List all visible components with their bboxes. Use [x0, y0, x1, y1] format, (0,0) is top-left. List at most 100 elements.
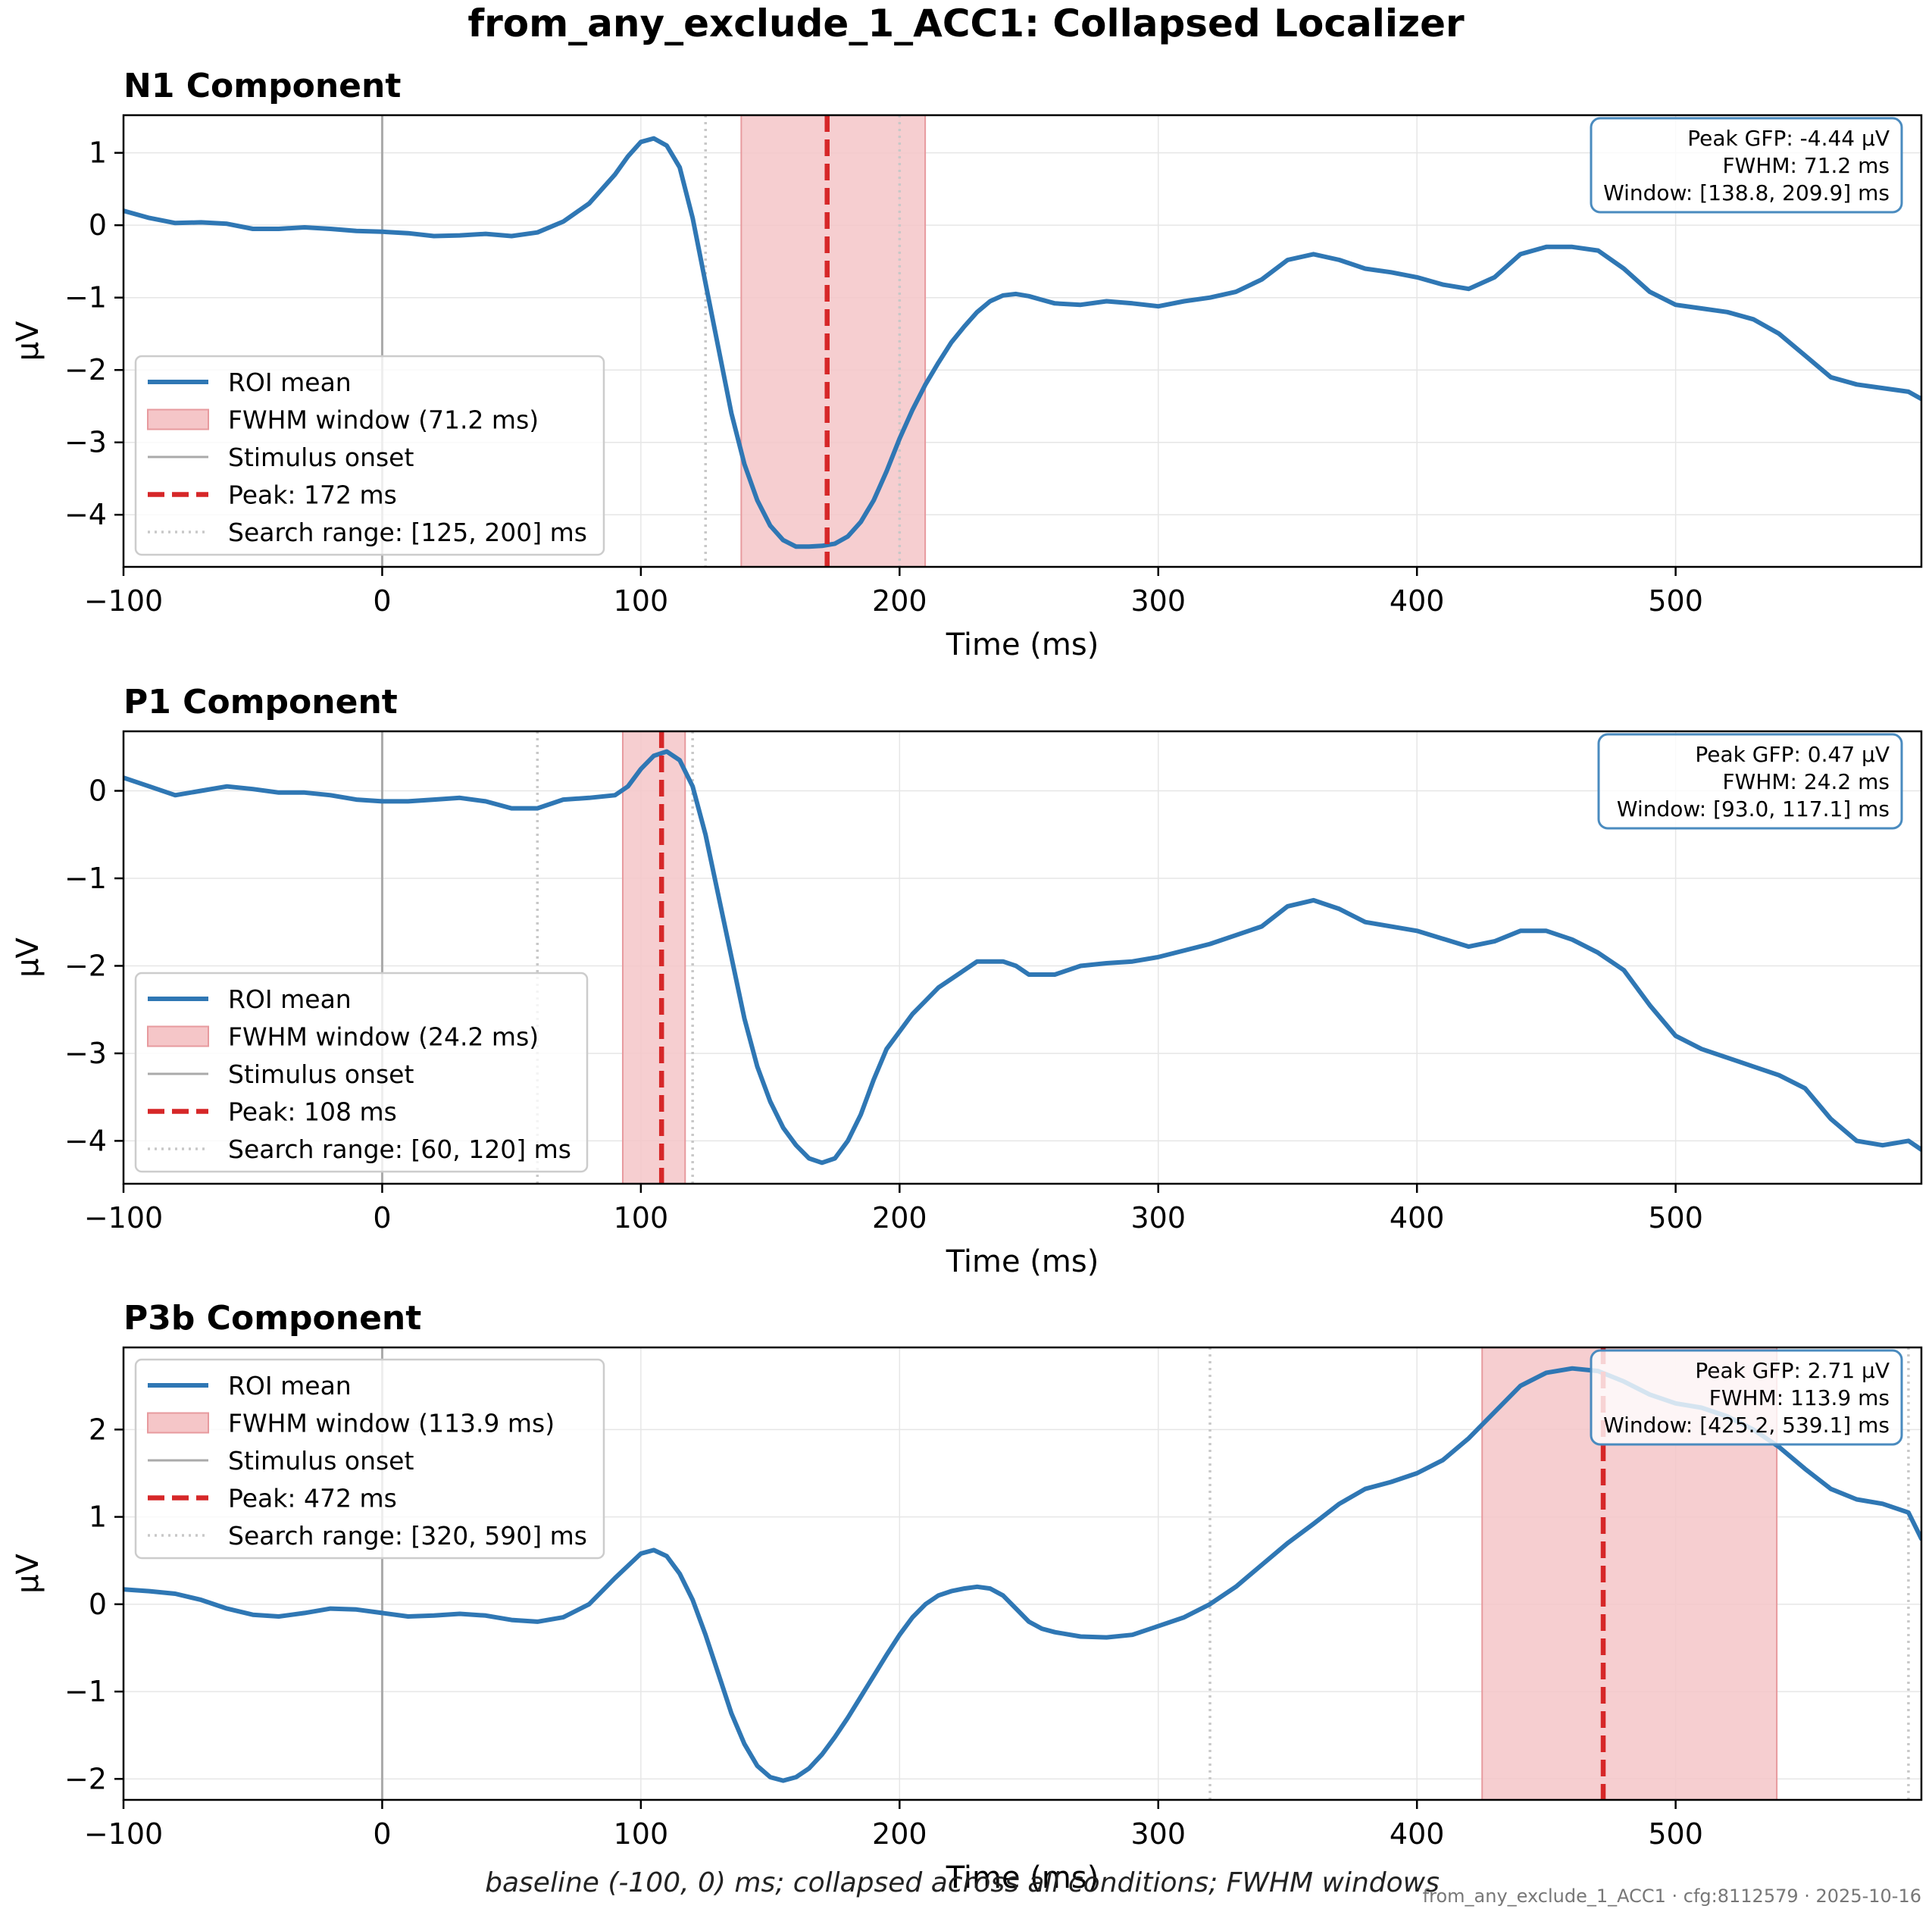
info-box-line: Window: [425.2, 539.1] ms: [1603, 1413, 1890, 1438]
y-axis-label: µV: [11, 1553, 45, 1593]
legend-frame: [134, 972, 589, 1173]
x-tick-label: 100: [614, 1201, 669, 1235]
legend-label: Stimulus onset: [228, 443, 414, 472]
y-axis-label: µV: [11, 321, 45, 361]
legend-label: ROI mean: [228, 368, 352, 397]
legend-label: Search range: [125, 200] ms: [228, 518, 587, 547]
panel-title: P1 Component: [123, 683, 398, 721]
y-tick-label: −1: [64, 1675, 107, 1708]
x-tick-label: 300: [1130, 1817, 1186, 1851]
legend: ROI mean FWHM window (113.9 ms) Stimulus o…: [134, 1358, 605, 1560]
footer-caption: baseline (-100, 0) ms; collapsed across …: [485, 1867, 1440, 1898]
x-tick-label: −100: [84, 584, 163, 618]
panel-3: −100 0 100 200 300 400 500 −2 −1 0 1 2 Time (ms) µV P3…: [11, 1299, 1923, 1895]
y-tick-label: −3: [64, 426, 107, 459]
legend-frame: [134, 355, 605, 556]
x-tick-label: 500: [1648, 1817, 1703, 1851]
x-axis-label: Time (ms): [946, 627, 1099, 662]
info-box-frame: [1590, 1349, 1903, 1446]
x-tick-label: 0: [373, 1201, 391, 1235]
legend-handle-fwhm: [147, 1412, 209, 1434]
y-tick-label: −1: [64, 862, 107, 895]
x-tick-label: 400: [1390, 1201, 1445, 1235]
legend-label: Peak: 108 ms: [228, 1097, 397, 1127]
x-tick-label: 500: [1648, 1201, 1703, 1235]
panel-title: N1 Component: [123, 67, 401, 105]
y-tick-label: −2: [64, 353, 107, 386]
legend: ROI mean FWHM window (71.2 ms) Stimulus on…: [134, 355, 605, 556]
x-tick-label: 100: [614, 584, 669, 618]
x-axis-label: Time (ms): [946, 1244, 1099, 1279]
y-tick-label: −1: [64, 281, 107, 315]
x-tick-label: 200: [872, 1201, 927, 1235]
x-tick-label: 400: [1390, 584, 1445, 618]
x-axis-label: Time (ms): [946, 1860, 1099, 1895]
y-tick-label: 1: [89, 136, 107, 170]
info-box-line: Peak GFP: -4.44 µV: [1687, 126, 1890, 151]
legend-label: FWHM window (113.9 ms): [228, 1409, 555, 1438]
y-tick-label: 1: [89, 1501, 107, 1534]
info-box-line: Peak GFP: 2.71 µV: [1695, 1358, 1890, 1383]
legend-label: ROI mean: [228, 984, 352, 1014]
x-tick-label: 400: [1390, 1817, 1445, 1851]
legend-label: Search range: [320, 590] ms: [228, 1521, 587, 1551]
axes-frame: [122, 114, 1923, 568]
x-tick-label: 300: [1130, 1201, 1186, 1235]
y-tick-label: −2: [64, 1762, 107, 1795]
legend-label: Stimulus onset: [228, 1446, 414, 1476]
fwhm-window: [621, 731, 686, 1184]
x-tick-label: −100: [84, 1817, 163, 1851]
y-tick-label: 0: [89, 1588, 107, 1621]
legend-label: ROI mean: [228, 1371, 352, 1400]
info-box-line: FWHM: 113.9 ms: [1709, 1385, 1890, 1410]
y-tick-label: −3: [64, 1037, 107, 1070]
x-tick-label: 300: [1130, 584, 1186, 618]
y-tick-label: 0: [89, 775, 107, 808]
y-tick-label: 2: [89, 1413, 107, 1446]
legend-label: FWHM window (71.2 ms): [228, 405, 539, 435]
footer-stamp: from_any_exclude_1_ACC1 · cfg:8112579 · …: [1423, 1886, 1921, 1907]
legend-label: FWHM window (24.2 ms): [228, 1022, 539, 1052]
roi-mean-line: [123, 1366, 1921, 1783]
info-box-line: FWHM: 24.2 ms: [1723, 769, 1890, 794]
legend-label: Peak: 472 ms: [228, 1484, 397, 1513]
x-tick-label: 0: [373, 584, 391, 618]
y-tick-label: −4: [64, 1124, 107, 1157]
info-box-line: Window: [93.0, 117.1] ms: [1617, 796, 1890, 821]
x-tick-label: 500: [1648, 584, 1703, 618]
x-tick-label: 100: [614, 1817, 669, 1851]
x-tick-label: 200: [872, 1817, 927, 1851]
info-box-frame: [1597, 733, 1903, 830]
info-box-line: FWHM: 71.2 ms: [1723, 153, 1890, 178]
info-box-line: Peak GFP: 0.47 µV: [1695, 742, 1890, 767]
plot-area: [123, 115, 1921, 567]
legend-label: Peak: 172 ms: [228, 480, 397, 510]
y-tick-label: −4: [64, 498, 107, 531]
legend-handle-fwhm: [147, 1025, 209, 1047]
legend-label: Stimulus onset: [228, 1059, 414, 1089]
fwhm-window: [740, 115, 927, 567]
panel-1: −100 0 100 200 300 400 500 −4 −3 −2 −1 0 1 Time (ms) µ…: [11, 67, 1923, 662]
legend: ROI mean FWHM window (24.2 ms) Stimulus on…: [134, 972, 589, 1173]
legend-frame: [134, 1358, 605, 1560]
panel-title: P3b Component: [123, 1299, 421, 1338]
panel-2: −100 0 100 200 300 400 500 −4 −3 −2 −1 0 Time (ms) µV…: [11, 683, 1923, 1279]
info-box-frame: [1590, 117, 1903, 214]
x-tick-label: 0: [373, 1817, 391, 1851]
figure-title: from_any_exclude_1_ACC1: Collapsed Local…: [467, 2, 1465, 45]
x-tick-label: 200: [872, 584, 927, 618]
x-tick-label: −100: [84, 1201, 163, 1235]
roi-mean-line: [123, 136, 1921, 549]
legend-handle-fwhm: [147, 408, 209, 430]
roi-mean-line: [123, 749, 1921, 1166]
y-tick-label: −2: [64, 949, 107, 982]
axes-frame: [122, 730, 1923, 1185]
y-axis-label: µV: [11, 937, 45, 977]
y-tick-label: 0: [89, 208, 107, 242]
info-box-line: Window: [138.8, 209.9] ms: [1603, 180, 1890, 205]
